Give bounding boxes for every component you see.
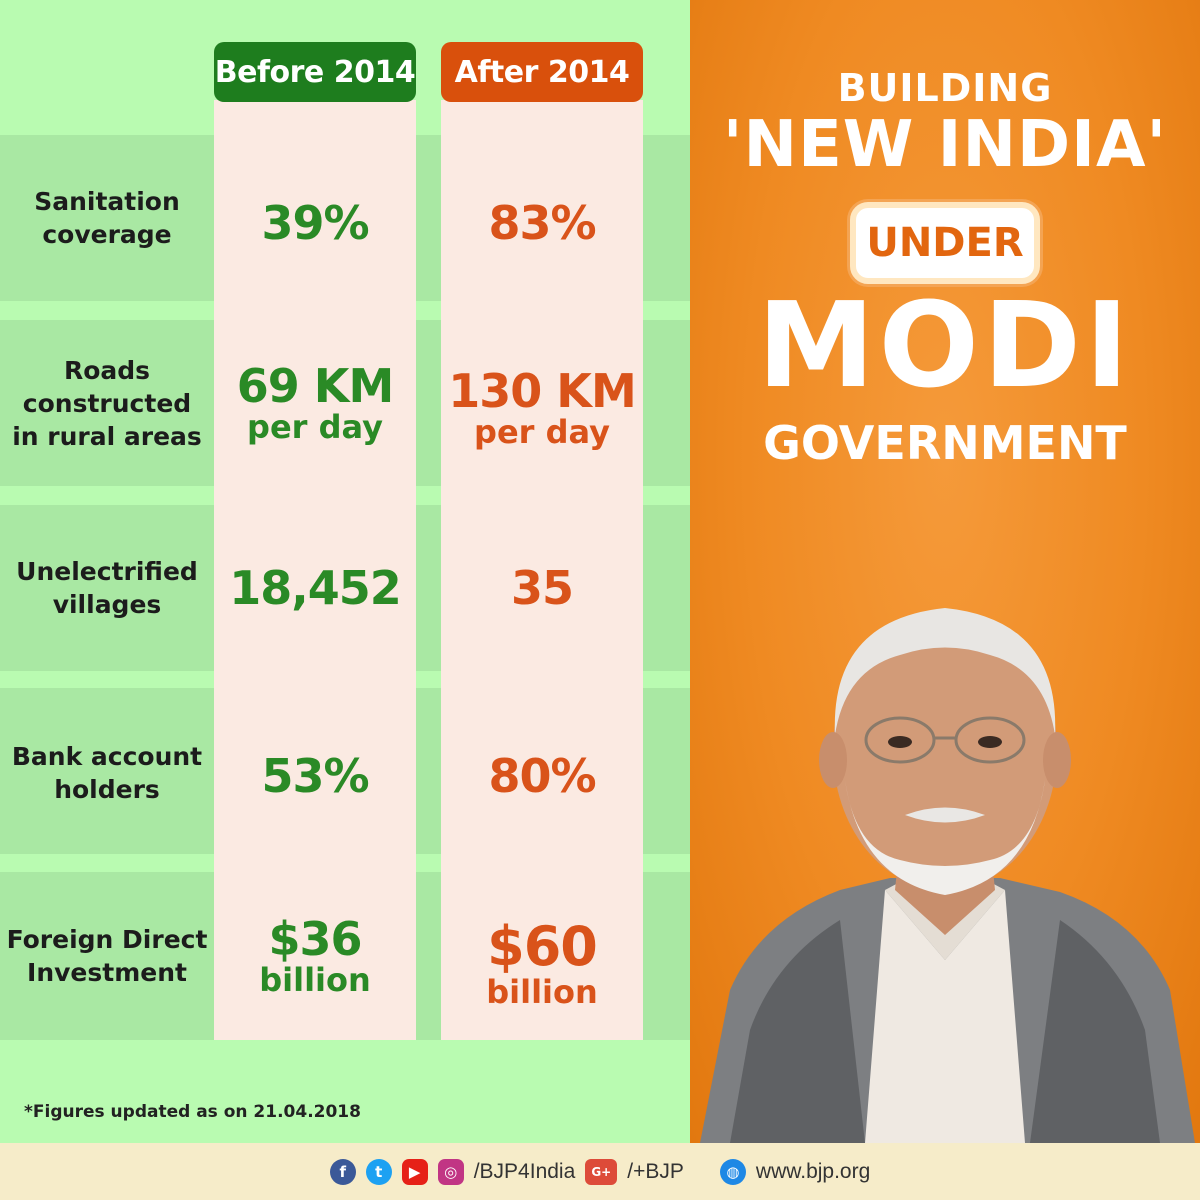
headline-panel: BUILDING 'NEW INDIA' UNDER MODI GOVERNME…	[690, 0, 1200, 1143]
comparison-panel: Before 2014 After 2014 Sanitation coverag…	[0, 0, 690, 1143]
headline-new-india: 'NEW INDIA'	[722, 108, 1168, 182]
row-label-sanitation: Sanitation coverage	[34, 187, 180, 249]
headline-under-badge: UNDER	[850, 202, 1040, 284]
row-label-bank-accounts: Bank account holders	[11, 742, 203, 804]
footnote: *Figures updated as on 21.04.2018	[24, 1102, 361, 1122]
globe-icon: ◍	[719, 1158, 746, 1185]
value-before-roads: 69 KM per day	[236, 359, 394, 446]
gplus-handle[interactable]: /+BJP	[627, 1159, 684, 1183]
before-column	[214, 100, 416, 1040]
after-2014-header: After 2014	[441, 42, 643, 102]
social-handle[interactable]: /BJP4India	[473, 1159, 576, 1183]
value-after-roads: 130 KM per day	[448, 364, 636, 451]
headline-under: UNDER	[866, 220, 1024, 266]
website-link[interactable]: www.bjp.org	[755, 1159, 871, 1183]
twitter-icon[interactable]: t	[365, 1158, 392, 1185]
value-before-sanitation: 39%	[261, 196, 369, 250]
row-label-roads: Roads constructed in rural areas	[12, 355, 202, 451]
before-2014-header: Before 2014	[214, 42, 416, 102]
value-after-bank-accounts: 80%	[488, 749, 596, 803]
value-after-sanitation: 83%	[488, 196, 596, 250]
headline-building: BUILDING	[837, 66, 1053, 110]
row-label-fdi: Foreign Direct Investment	[6, 925, 208, 987]
headline-government: GOVERNMENT	[763, 416, 1127, 470]
value-before-unelectrified: 18,452	[229, 561, 402, 615]
row-label-unelectrified: Unelectrified villages	[16, 557, 198, 619]
google-plus-icon[interactable]: G+	[585, 1158, 618, 1185]
value-before-bank-accounts: 53%	[261, 749, 369, 803]
after-column	[441, 100, 643, 1040]
instagram-icon[interactable]: ◎	[437, 1158, 464, 1185]
value-after-fdi: $60 billion	[486, 915, 598, 1011]
footer-bar: f t ▶ ◎ /BJP4India G+ /+BJP ◍ www.bjp.or…	[0, 1143, 1200, 1200]
headline-modi: MODI	[757, 276, 1133, 414]
youtube-icon[interactable]: ▶	[401, 1158, 428, 1185]
facebook-icon[interactable]: f	[329, 1158, 356, 1185]
value-before-fdi: $36 billion	[259, 912, 371, 999]
portrait-photo	[700, 608, 1195, 1143]
value-after-unelectrified: 35	[510, 561, 574, 615]
